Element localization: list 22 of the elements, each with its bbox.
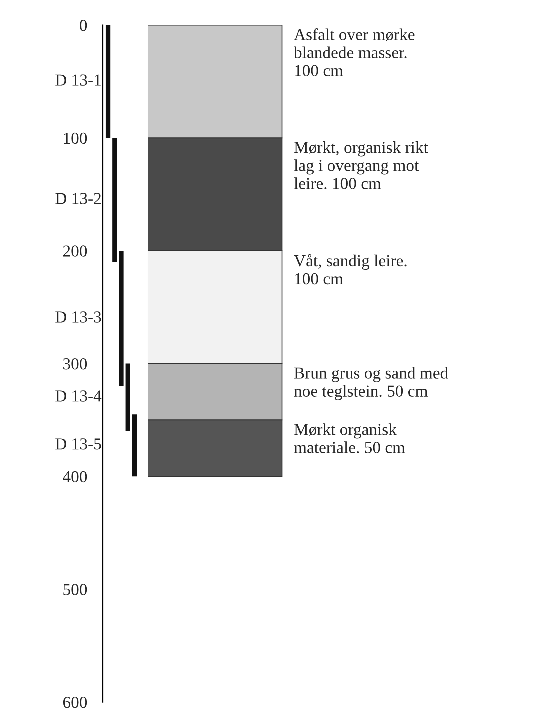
text: D 13-3 xyxy=(56,312,102,323)
y-tick-label: 200 xyxy=(63,246,88,257)
y-tick-label: 100 xyxy=(64,132,88,144)
bar xyxy=(132,414,138,477)
text: Mørkt organisk materiale. 50 cm xyxy=(294,424,406,454)
text: D 13-5 xyxy=(56,438,102,450)
text: D 13-1 xyxy=(56,74,101,86)
y-tick-label: 600 xyxy=(63,696,88,708)
text: D 13-2 xyxy=(56,193,101,204)
text: Asfalt over mørke blandede masser. 100 cm xyxy=(294,28,415,76)
y-tick-label: 400 xyxy=(63,471,88,483)
text: Våt, sandig leire. 100 cm xyxy=(294,254,407,285)
bar xyxy=(119,250,124,386)
y-tick-label: 500 xyxy=(64,584,88,596)
text: Brun grus og sand med noe teglstein. 50 cm xyxy=(294,367,448,400)
y-tick-label: 0 xyxy=(80,20,88,32)
bar xyxy=(112,138,118,262)
text: D 13-4 xyxy=(56,390,102,402)
bar xyxy=(126,364,130,432)
bar xyxy=(106,25,111,138)
y-tick-label: 300 xyxy=(64,358,88,370)
text: Mørkt, organisk rikt lag i overgang mot leire. 100 cm xyxy=(294,142,428,190)
